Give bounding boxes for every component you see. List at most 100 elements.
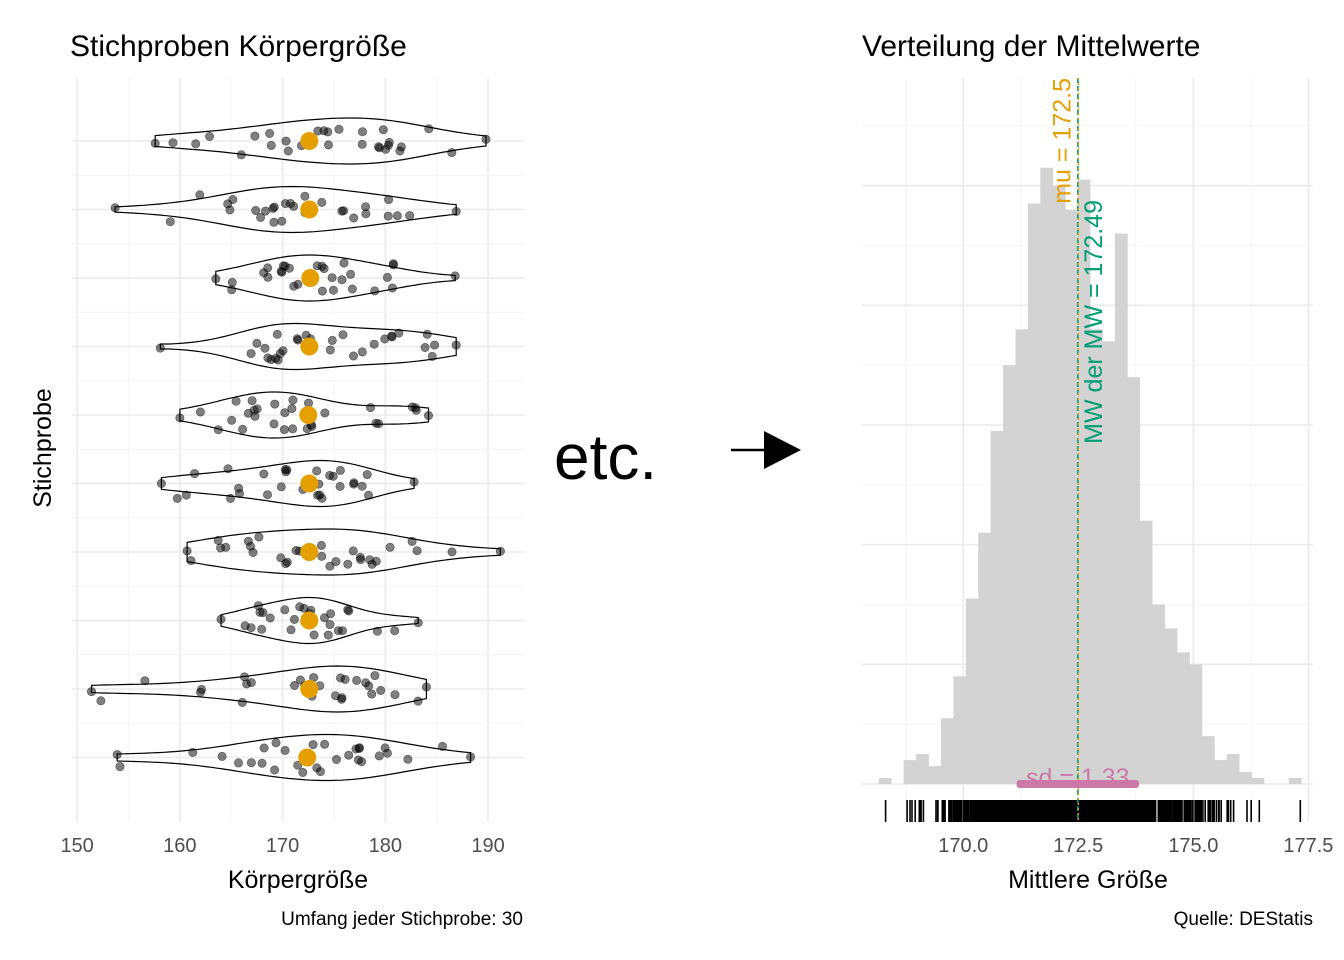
- sample-point: [287, 404, 297, 414]
- sample-point: [254, 532, 264, 542]
- violin-sample-10: [112, 733, 476, 782]
- sample-point: [352, 675, 362, 685]
- sample-point: [319, 613, 329, 623]
- histogram-bar: [878, 778, 892, 784]
- left-x-tick-labels: 150 160 170 180 190: [60, 835, 504, 857]
- sample-point: [225, 205, 235, 215]
- sample-point: [263, 263, 273, 273]
- sample-point: [339, 258, 349, 268]
- sample-mean-point: [300, 543, 319, 561]
- sample-point: [216, 543, 226, 553]
- right-x-tick-label: 177.5: [1283, 835, 1333, 857]
- sample-point: [308, 740, 318, 750]
- sample-point: [323, 127, 333, 137]
- mw-label: MW der MW = 172.49: [1080, 200, 1108, 444]
- sample-point: [337, 275, 347, 285]
- histogram-bar: [1164, 628, 1178, 784]
- sample-point: [295, 602, 305, 612]
- sample-point: [451, 207, 461, 217]
- sample-point: [278, 346, 288, 356]
- sample-point: [372, 626, 382, 636]
- sample-mean-point: [300, 337, 319, 356]
- sample-point: [357, 127, 367, 137]
- sample-point: [280, 745, 290, 755]
- left-y-axis-title: Stichprobe: [29, 388, 57, 508]
- sample-point: [186, 556, 196, 566]
- violin-sample-8: [216, 596, 423, 645]
- sample-point: [331, 754, 341, 764]
- sample-point: [234, 758, 244, 768]
- histogram-bar: [1139, 520, 1153, 784]
- sample-point: [349, 213, 359, 223]
- histogram-bar: [1027, 203, 1041, 785]
- violin-outline: [154, 117, 487, 165]
- sample-point: [323, 140, 333, 150]
- sample-point: [96, 696, 106, 706]
- sample-point: [451, 340, 461, 350]
- sample-point: [257, 758, 267, 768]
- sample-point: [316, 540, 326, 550]
- violin-outline: [116, 733, 472, 782]
- sample-point: [280, 605, 290, 615]
- sample-point: [392, 211, 402, 221]
- sample-point: [437, 741, 447, 751]
- sample-point: [246, 678, 256, 688]
- sample-point: [373, 142, 383, 152]
- sample-point: [195, 190, 205, 200]
- histogram-bar: [1288, 778, 1302, 784]
- sample-point: [181, 490, 191, 500]
- sample-point: [409, 477, 419, 487]
- sample-point: [376, 685, 386, 695]
- sample-point: [243, 408, 253, 418]
- histogram-bar: [1226, 754, 1240, 784]
- sample-point: [236, 150, 246, 160]
- violin-sample-9: [87, 665, 431, 713]
- sample-point: [447, 148, 457, 158]
- violin-outline: [90, 665, 427, 713]
- mu-label: mu = 172.5: [1048, 78, 1076, 204]
- sample-point: [374, 419, 384, 429]
- histogram-bars: [878, 167, 1302, 785]
- sample-point: [317, 493, 327, 503]
- left-x-axis-title: Körpergröße: [228, 866, 368, 894]
- sample-point: [227, 285, 237, 295]
- sample-point: [390, 626, 400, 636]
- sample-mean-point: [300, 200, 319, 219]
- sample-point: [338, 330, 348, 340]
- sample-point: [413, 696, 423, 706]
- histogram-bar: [1102, 341, 1116, 784]
- sample-point: [247, 396, 257, 406]
- histogram-bar: [1201, 736, 1215, 784]
- violin-sample-3: [211, 254, 460, 302]
- sample-point: [327, 273, 337, 283]
- sample-point: [175, 413, 185, 423]
- sample-point: [265, 129, 275, 139]
- sample-point: [190, 469, 200, 479]
- left-panel-title: Stichproben Körpergröße: [70, 30, 407, 63]
- sample-point: [227, 277, 237, 287]
- sample-point: [369, 339, 379, 349]
- sample-point: [421, 682, 431, 692]
- violin-sample-7: [182, 528, 505, 576]
- sample-point: [262, 490, 272, 500]
- left-x-tick-label: 190: [471, 835, 504, 857]
- sample-point: [271, 738, 281, 748]
- sample-point: [156, 478, 166, 488]
- sample-point: [270, 765, 280, 775]
- sample-point: [300, 191, 310, 201]
- sample-point: [87, 687, 97, 697]
- sample-point: [195, 407, 205, 417]
- sample-point: [382, 272, 392, 282]
- sample-point: [259, 743, 269, 753]
- right-panel-histogram: Verteilung der Mittelwerte sd = 1.33 mu …: [862, 30, 1333, 930]
- sample-point: [226, 493, 236, 503]
- sample-point: [395, 146, 405, 156]
- sample-point: [481, 134, 491, 144]
- violin-sample-6: [156, 459, 419, 508]
- sample-mean-point: [299, 406, 318, 424]
- sample-point: [447, 547, 457, 557]
- right-caption: Quelle: DEStatis: [1174, 909, 1313, 930]
- sample-point: [353, 755, 363, 765]
- sample-point: [343, 559, 353, 569]
